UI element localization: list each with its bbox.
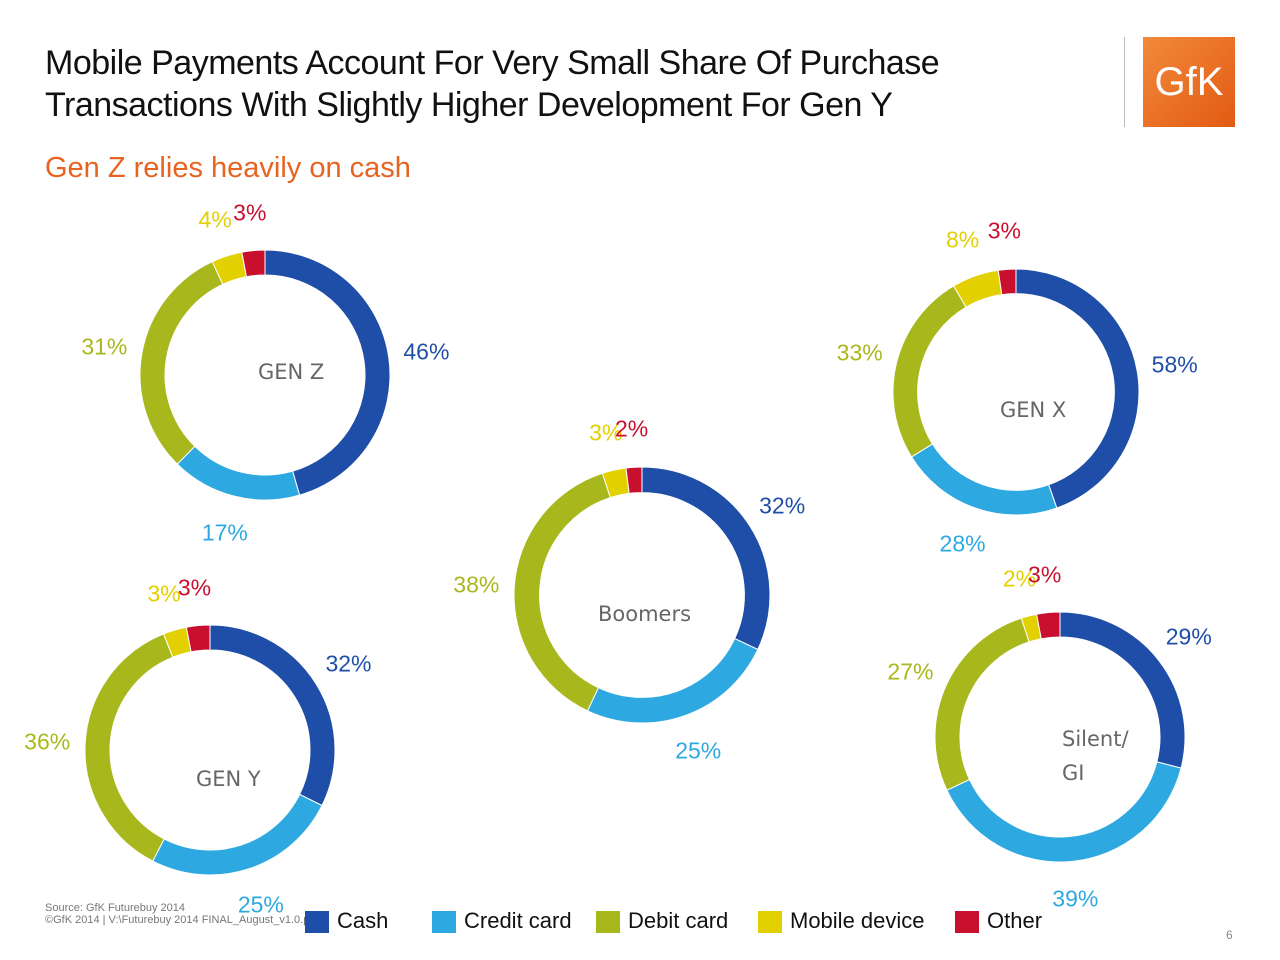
value-label: 3%: [987, 217, 1021, 244]
logo: GfK: [1143, 37, 1235, 127]
donut-segment: [513, 472, 611, 712]
donut-segment: [934, 617, 1030, 791]
donut-segment: [139, 261, 224, 465]
legend-label: Other: [987, 908, 1043, 933]
value-label: 17%: [201, 519, 248, 546]
donut-title: GEN Z: [258, 360, 325, 384]
value-label: 8%: [945, 226, 980, 253]
legend-label: Mobile device: [790, 908, 925, 933]
legend-swatch: [758, 911, 782, 933]
donut-segment: [185, 624, 211, 653]
donut-segment: [892, 285, 967, 458]
legend-label: Debit card: [628, 908, 729, 933]
donut-segment: [1035, 611, 1061, 640]
footer: ©GfK 2014 | V:\Futurebuy 2014 FINAL_Augu…: [45, 914, 324, 926]
value-label: 3%: [1028, 561, 1062, 588]
value-label: 36%: [24, 728, 71, 755]
value-label: 46%: [403, 338, 450, 365]
value-label: 33%: [836, 339, 883, 366]
legend-swatch: [955, 911, 979, 933]
donut-segment: [586, 637, 759, 724]
value-label: 38%: [453, 571, 500, 598]
legend-swatch: [596, 911, 620, 933]
value-label: 4%: [198, 206, 232, 233]
donut-segment: [176, 445, 301, 501]
donut-segment: [84, 633, 174, 862]
page-number: 6: [1226, 928, 1233, 942]
value-label: 25%: [237, 891, 284, 918]
value-label: 32%: [759, 492, 806, 519]
donut-segment: [1015, 268, 1140, 509]
donut-segment: [241, 249, 266, 278]
value-label: 3%: [233, 199, 267, 226]
value-label: 28%: [939, 530, 986, 557]
value-label: 3%: [147, 580, 181, 607]
value-label: 31%: [81, 333, 128, 360]
divider: [1124, 37, 1125, 127]
donut-segment: [997, 268, 1017, 296]
legend-swatch: [432, 911, 456, 933]
value-label: 39%: [1052, 885, 1099, 912]
value-label: 25%: [675, 737, 722, 764]
donut-title: Boomers: [598, 602, 692, 626]
donut-segment: [152, 793, 323, 876]
donut-title: GEN Y: [196, 767, 261, 791]
value-label: 3%: [589, 419, 623, 446]
value-label: 58%: [1151, 351, 1198, 378]
slide-subtitle: Gen Z relies heavily on cash: [45, 152, 411, 184]
value-label: 29%: [1165, 623, 1212, 650]
donut-title: GEN X: [1000, 398, 1067, 422]
legend-label: Cash: [337, 908, 389, 933]
value-label: 2%: [1002, 565, 1037, 592]
source: Source: GfK Futurebuy 2014: [45, 902, 186, 914]
value-label: 2%: [614, 415, 649, 442]
legend-label: Credit card: [464, 908, 572, 933]
donut-title: Silent/ GI: [1062, 727, 1129, 785]
value-label: 32%: [325, 650, 372, 677]
slide-title: Mobile Payments Account For Very Small S…: [45, 44, 940, 124]
value-label: 3%: [177, 574, 212, 601]
donut-segment: [910, 443, 1058, 516]
value-label: 27%: [887, 658, 934, 685]
legend-swatch: [305, 911, 329, 933]
donut-segment: [625, 466, 643, 494]
